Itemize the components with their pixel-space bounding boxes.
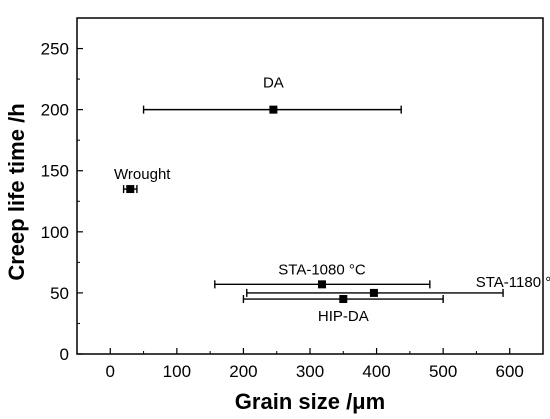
y-tick-label: 50 xyxy=(50,284,69,303)
y-axis-title: Creep life time /h xyxy=(4,103,29,280)
data-point xyxy=(317,280,326,289)
data-point xyxy=(369,288,378,297)
data-points-layer: DA Wrought STA-1080 °C STA-1180 °C HIP-DA xyxy=(114,75,550,325)
x-tick-label: 0 xyxy=(106,362,115,381)
data-label: STA-1080 °C xyxy=(278,261,366,278)
data-point xyxy=(126,185,135,194)
data-label: DA xyxy=(263,75,284,92)
data-point-group: STA-1080 °C xyxy=(214,261,431,289)
axis-ticks: 0 100 200 300 400 500 600 0 50 100 150 200 250 xyxy=(41,40,524,381)
data-point-group: Wrought xyxy=(114,166,171,194)
data-label: STA-1180 °C xyxy=(476,274,550,291)
data-label: HIP-DA xyxy=(318,308,369,325)
y-tick-label: 100 xyxy=(41,223,69,242)
y-tick-label: 200 xyxy=(41,101,69,120)
x-tick-label: 300 xyxy=(296,362,324,381)
data-point-group: HIP-DA xyxy=(242,295,444,325)
x-tick-label: 400 xyxy=(362,362,390,381)
x-axis-title: Grain size /μm xyxy=(235,389,385,414)
x-tick-label: 100 xyxy=(163,362,191,381)
y-tick-label: 150 xyxy=(41,162,69,181)
data-point xyxy=(339,295,348,304)
y-tick-label: 0 xyxy=(60,345,69,364)
data-point xyxy=(269,105,278,114)
data-label: Wrought xyxy=(114,166,171,183)
y-tick-label: 250 xyxy=(41,40,69,59)
x-tick-label: 600 xyxy=(496,362,524,381)
data-point-group: DA xyxy=(142,75,402,114)
plot-frame xyxy=(76,17,544,355)
x-tick-label: 500 xyxy=(429,362,457,381)
data-point-group: STA-1180 °C xyxy=(246,274,550,297)
x-tick-label: 200 xyxy=(229,362,257,381)
